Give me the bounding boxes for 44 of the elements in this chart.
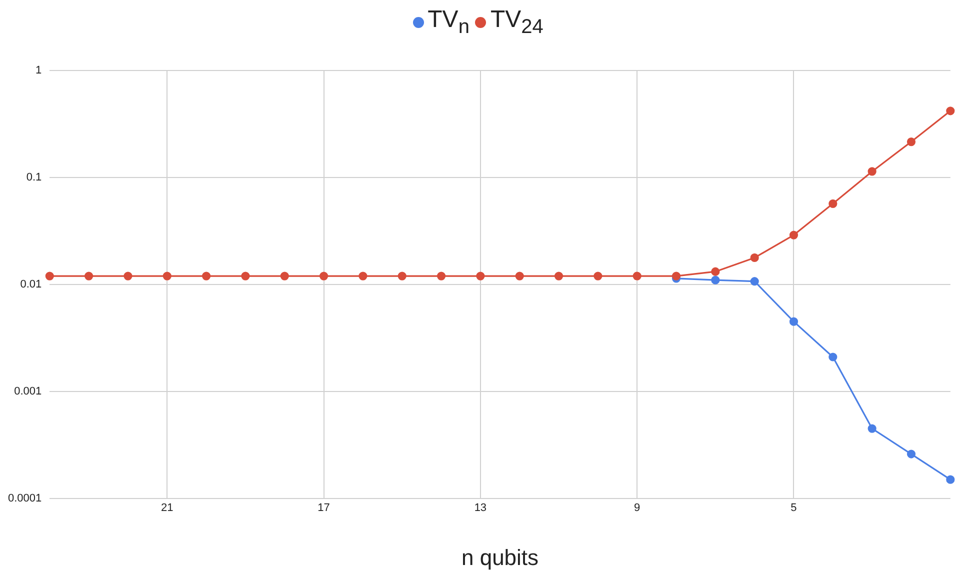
x-tick-label: 21 (161, 502, 174, 514)
x-axis-title: n qubits (461, 544, 539, 570)
point (84, 272, 94, 280)
point (280, 272, 289, 280)
point (711, 267, 720, 276)
x-tick-label: 9 (634, 502, 640, 514)
point (202, 272, 211, 280)
point (906, 137, 916, 146)
point (476, 272, 485, 280)
point (398, 272, 406, 280)
point (632, 272, 642, 280)
point (789, 230, 798, 240)
y-tick-label: 0.1 (26, 172, 42, 184)
point (162, 272, 172, 280)
point (750, 253, 759, 262)
y-tick-label: 1 (36, 64, 42, 77)
legend-label: TV$_{n}$ (428, 6, 470, 39)
point (358, 272, 368, 280)
point (868, 167, 876, 176)
point (241, 272, 250, 280)
x-tick-label: 17 (318, 502, 330, 514)
point (672, 272, 681, 280)
point (45, 272, 54, 280)
point (828, 199, 838, 208)
point (906, 450, 916, 458)
point (124, 272, 132, 280)
x-tick-label: 13 (474, 502, 487, 514)
point (750, 277, 759, 286)
point (515, 272, 524, 280)
point (594, 272, 602, 280)
y-tick-label: 0.001 (14, 385, 42, 398)
x-tick-label: 5 (790, 502, 797, 514)
point (868, 424, 876, 433)
point (711, 276, 720, 284)
y-tick-label: 0.0001 (8, 492, 42, 504)
point (946, 475, 955, 484)
point (828, 352, 838, 362)
point (436, 272, 446, 280)
y-tick-label: 0.01 (20, 278, 42, 291)
point (319, 272, 328, 280)
point (554, 272, 564, 280)
point (789, 317, 798, 326)
legend-label: TV$_{24}$ (490, 6, 544, 39)
point (946, 106, 955, 116)
